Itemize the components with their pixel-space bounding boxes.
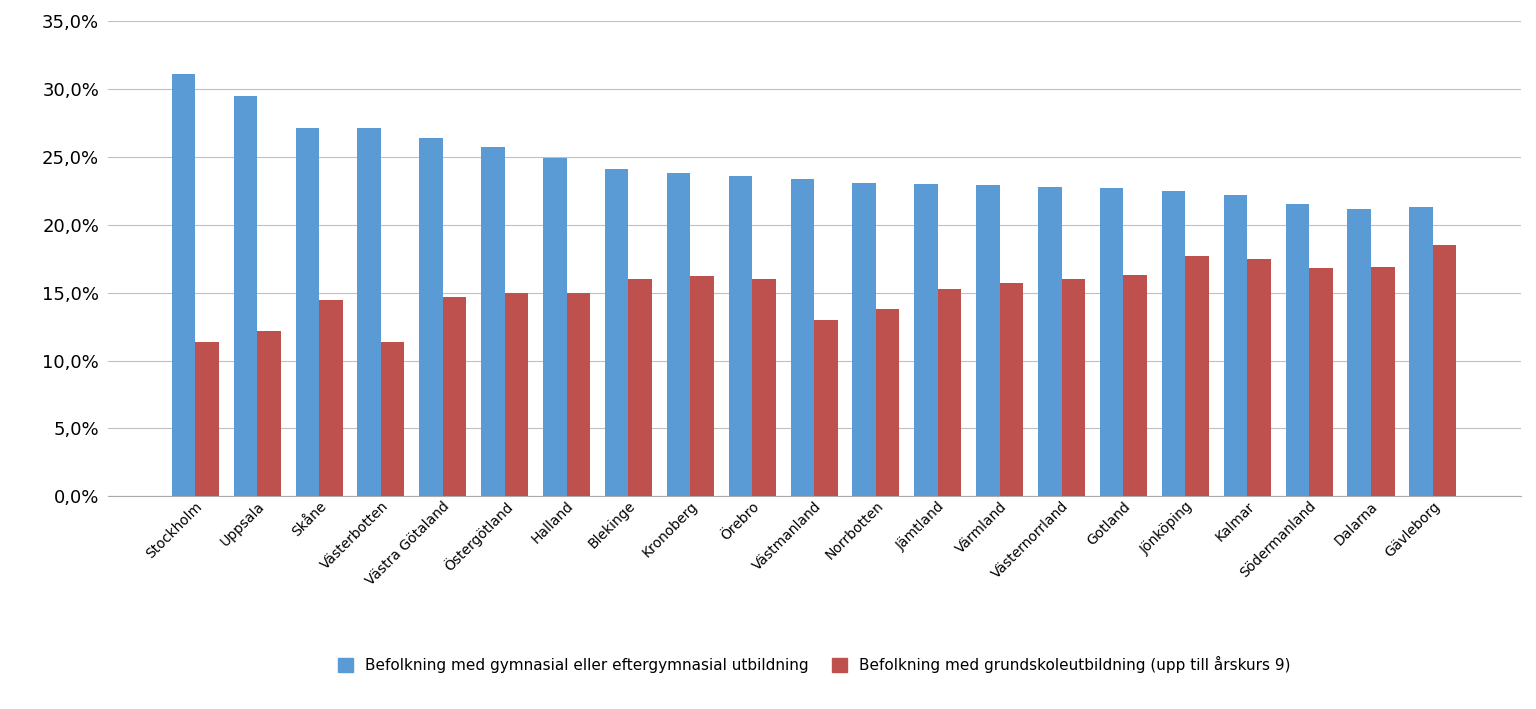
Bar	[319, 299, 343, 496]
Bar	[814, 320, 837, 496]
Bar	[667, 173, 690, 496]
Bar	[1309, 268, 1333, 496]
Bar	[233, 96, 257, 496]
Bar	[257, 330, 281, 496]
Bar	[195, 342, 218, 496]
Bar	[172, 74, 195, 496]
Bar	[1000, 283, 1023, 496]
Bar	[753, 279, 776, 496]
Bar	[1286, 204, 1309, 496]
Bar	[1410, 207, 1433, 496]
Bar	[1347, 208, 1372, 496]
Bar	[481, 147, 505, 496]
Bar	[1433, 245, 1456, 496]
Bar	[1161, 191, 1186, 496]
Bar	[791, 179, 814, 496]
Bar	[938, 289, 962, 496]
Bar	[1100, 188, 1123, 496]
Bar	[419, 138, 442, 496]
Bar	[605, 169, 628, 496]
Bar	[628, 279, 651, 496]
Bar	[1224, 195, 1247, 496]
Bar	[728, 176, 753, 496]
Bar	[567, 293, 590, 496]
Bar	[1186, 256, 1209, 496]
Bar	[505, 293, 528, 496]
Bar	[1123, 275, 1147, 496]
Bar	[544, 158, 567, 496]
Bar	[381, 342, 404, 496]
Bar	[442, 297, 467, 496]
Legend: Befolkning med gymnasial eller eftergymnasial utbildning, Befolkning med grundsk: Befolkning med gymnasial eller eftergymn…	[338, 656, 1290, 673]
Bar	[295, 128, 319, 496]
Bar	[876, 309, 900, 496]
Bar	[852, 183, 876, 496]
Bar	[1372, 267, 1395, 496]
Bar	[1247, 259, 1270, 496]
Bar	[1038, 187, 1061, 496]
Bar	[977, 186, 1000, 496]
Bar	[914, 184, 938, 496]
Bar	[690, 277, 714, 496]
Bar	[1061, 279, 1084, 496]
Bar	[358, 128, 381, 496]
